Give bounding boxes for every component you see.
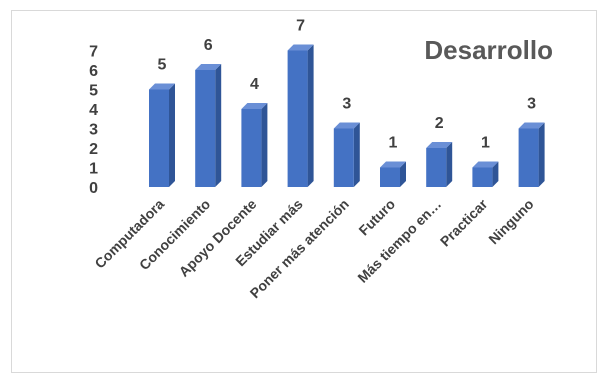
data-label: 3	[342, 96, 351, 113]
bar-front	[195, 70, 216, 187]
bar	[333, 122, 360, 187]
bar-front	[426, 148, 447, 187]
bar-top	[333, 122, 360, 129]
bar	[518, 122, 545, 187]
bar-side	[169, 83, 175, 187]
y-tick-label: 7	[89, 44, 98, 61]
y-tick-label: 3	[89, 122, 98, 139]
data-label: 6	[204, 37, 213, 54]
bar-top	[195, 64, 222, 70]
bar-top	[426, 142, 453, 148]
bar-top	[149, 83, 175, 90]
bar-front	[287, 50, 308, 187]
bar	[241, 103, 268, 187]
y-tick-label: 4	[89, 102, 98, 119]
bar	[195, 64, 222, 187]
data-label: 2	[435, 115, 444, 132]
bar	[287, 44, 314, 187]
bar-top	[518, 122, 545, 129]
data-label: 4	[250, 76, 259, 93]
bar-front	[472, 167, 493, 187]
bar	[472, 161, 499, 187]
y-axis: 0 1 2 3 4 5 6 7	[89, 44, 98, 198]
bar-front	[241, 109, 262, 187]
category-label: Practicar	[437, 195, 491, 249]
bar	[149, 83, 175, 187]
bar-front	[518, 128, 539, 187]
bar-side	[492, 161, 499, 187]
bar-front	[333, 128, 354, 187]
bar-side	[400, 161, 406, 187]
chart-title: Desarrollo	[424, 35, 553, 65]
bar-front	[149, 89, 169, 187]
bar-side	[261, 103, 268, 187]
bars	[149, 44, 545, 187]
y-tick-label: 0	[89, 180, 98, 197]
y-tick-label: 1	[89, 161, 98, 178]
data-label: 7	[296, 18, 305, 35]
category-label: Más tiempo en…	[354, 196, 444, 286]
bar-top	[241, 103, 268, 109]
data-label: 5	[158, 57, 167, 74]
data-label: 1	[389, 135, 398, 152]
bar-front	[380, 167, 400, 187]
bar	[426, 142, 453, 187]
y-tick-label: 6	[89, 63, 98, 80]
bar-side	[538, 122, 545, 187]
bar-side	[215, 64, 222, 187]
data-label: 3	[527, 96, 536, 113]
bar-top	[472, 161, 499, 168]
bar-side	[353, 122, 360, 187]
category-label: Futuro	[355, 196, 398, 239]
bar	[380, 161, 406, 187]
bar-top	[287, 44, 314, 51]
data-labels: 5 6 4 7 3 1 2 1 3	[158, 18, 537, 152]
data-label: 1	[481, 135, 490, 152]
bar-side	[446, 142, 453, 187]
y-tick-label: 2	[89, 141, 98, 158]
category-label: Ninguno	[485, 196, 536, 247]
bar-side	[307, 44, 314, 187]
y-tick-label: 5	[89, 83, 98, 100]
bar-top	[380, 161, 406, 168]
